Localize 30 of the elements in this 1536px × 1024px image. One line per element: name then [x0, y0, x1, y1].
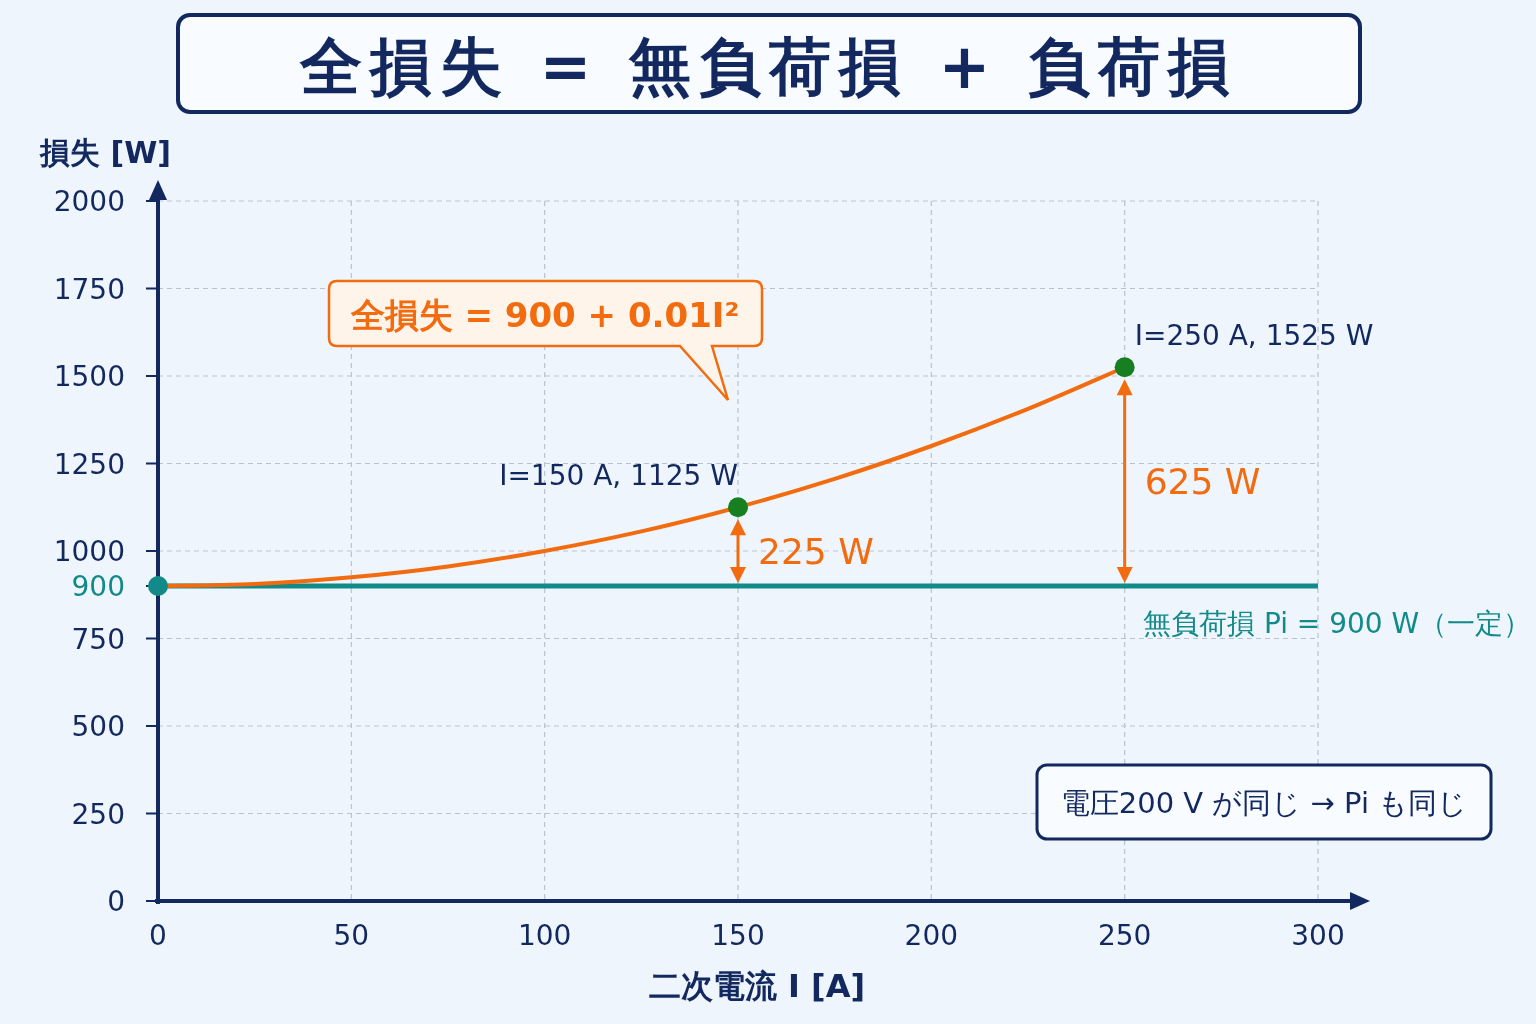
- y-tick-label: 900: [71, 570, 125, 603]
- y-tick-label: 2000: [53, 185, 125, 218]
- x-tick-label: 150: [711, 919, 765, 952]
- x-tick-label: 50: [333, 919, 370, 952]
- x-tick-label: 200: [904, 919, 959, 952]
- annotation: I=250 A, 1525 W: [1134, 319, 1374, 353]
- x-tick-label: 300: [1291, 919, 1345, 952]
- y-tick-label: 1500: [53, 360, 125, 393]
- y-tick-label: 0: [107, 885, 125, 918]
- y-tick-label: 250: [71, 797, 125, 831]
- x-tick-label: 100: [517, 919, 572, 952]
- y-tick-label: 750: [71, 622, 125, 656]
- x-axis-title: 二次電流 I [A]: [648, 967, 866, 1005]
- annotation: 225 W: [758, 531, 874, 573]
- annotation: I=150 A, 1125 W: [499, 459, 738, 493]
- x-tick-label: 250: [1097, 919, 1152, 952]
- point: [1114, 357, 1135, 378]
- x-tick-label: 0: [149, 919, 167, 952]
- annotation: 全損失 = 900 + 0.01I²: [349, 295, 740, 335]
- chart-title: 全損失 = 無負荷損 + 負荷損: [298, 30, 1239, 103]
- y-tick-label: 1750: [53, 272, 125, 306]
- point: [148, 576, 168, 596]
- annotation: 625 W: [1144, 461, 1261, 503]
- annotation: 電圧200 V が同じ → Pi も同じ: [1060, 786, 1468, 820]
- ref-line-label: 無負荷損 Pi = 900 W（一定）: [1143, 607, 1532, 640]
- y-tick-label: 500: [71, 710, 125, 743]
- y-tick-label: 1250: [53, 447, 125, 481]
- y-axis-title: 損失 [W]: [39, 135, 171, 170]
- y-tick-label: 1000: [53, 535, 125, 568]
- point: [728, 497, 748, 518]
